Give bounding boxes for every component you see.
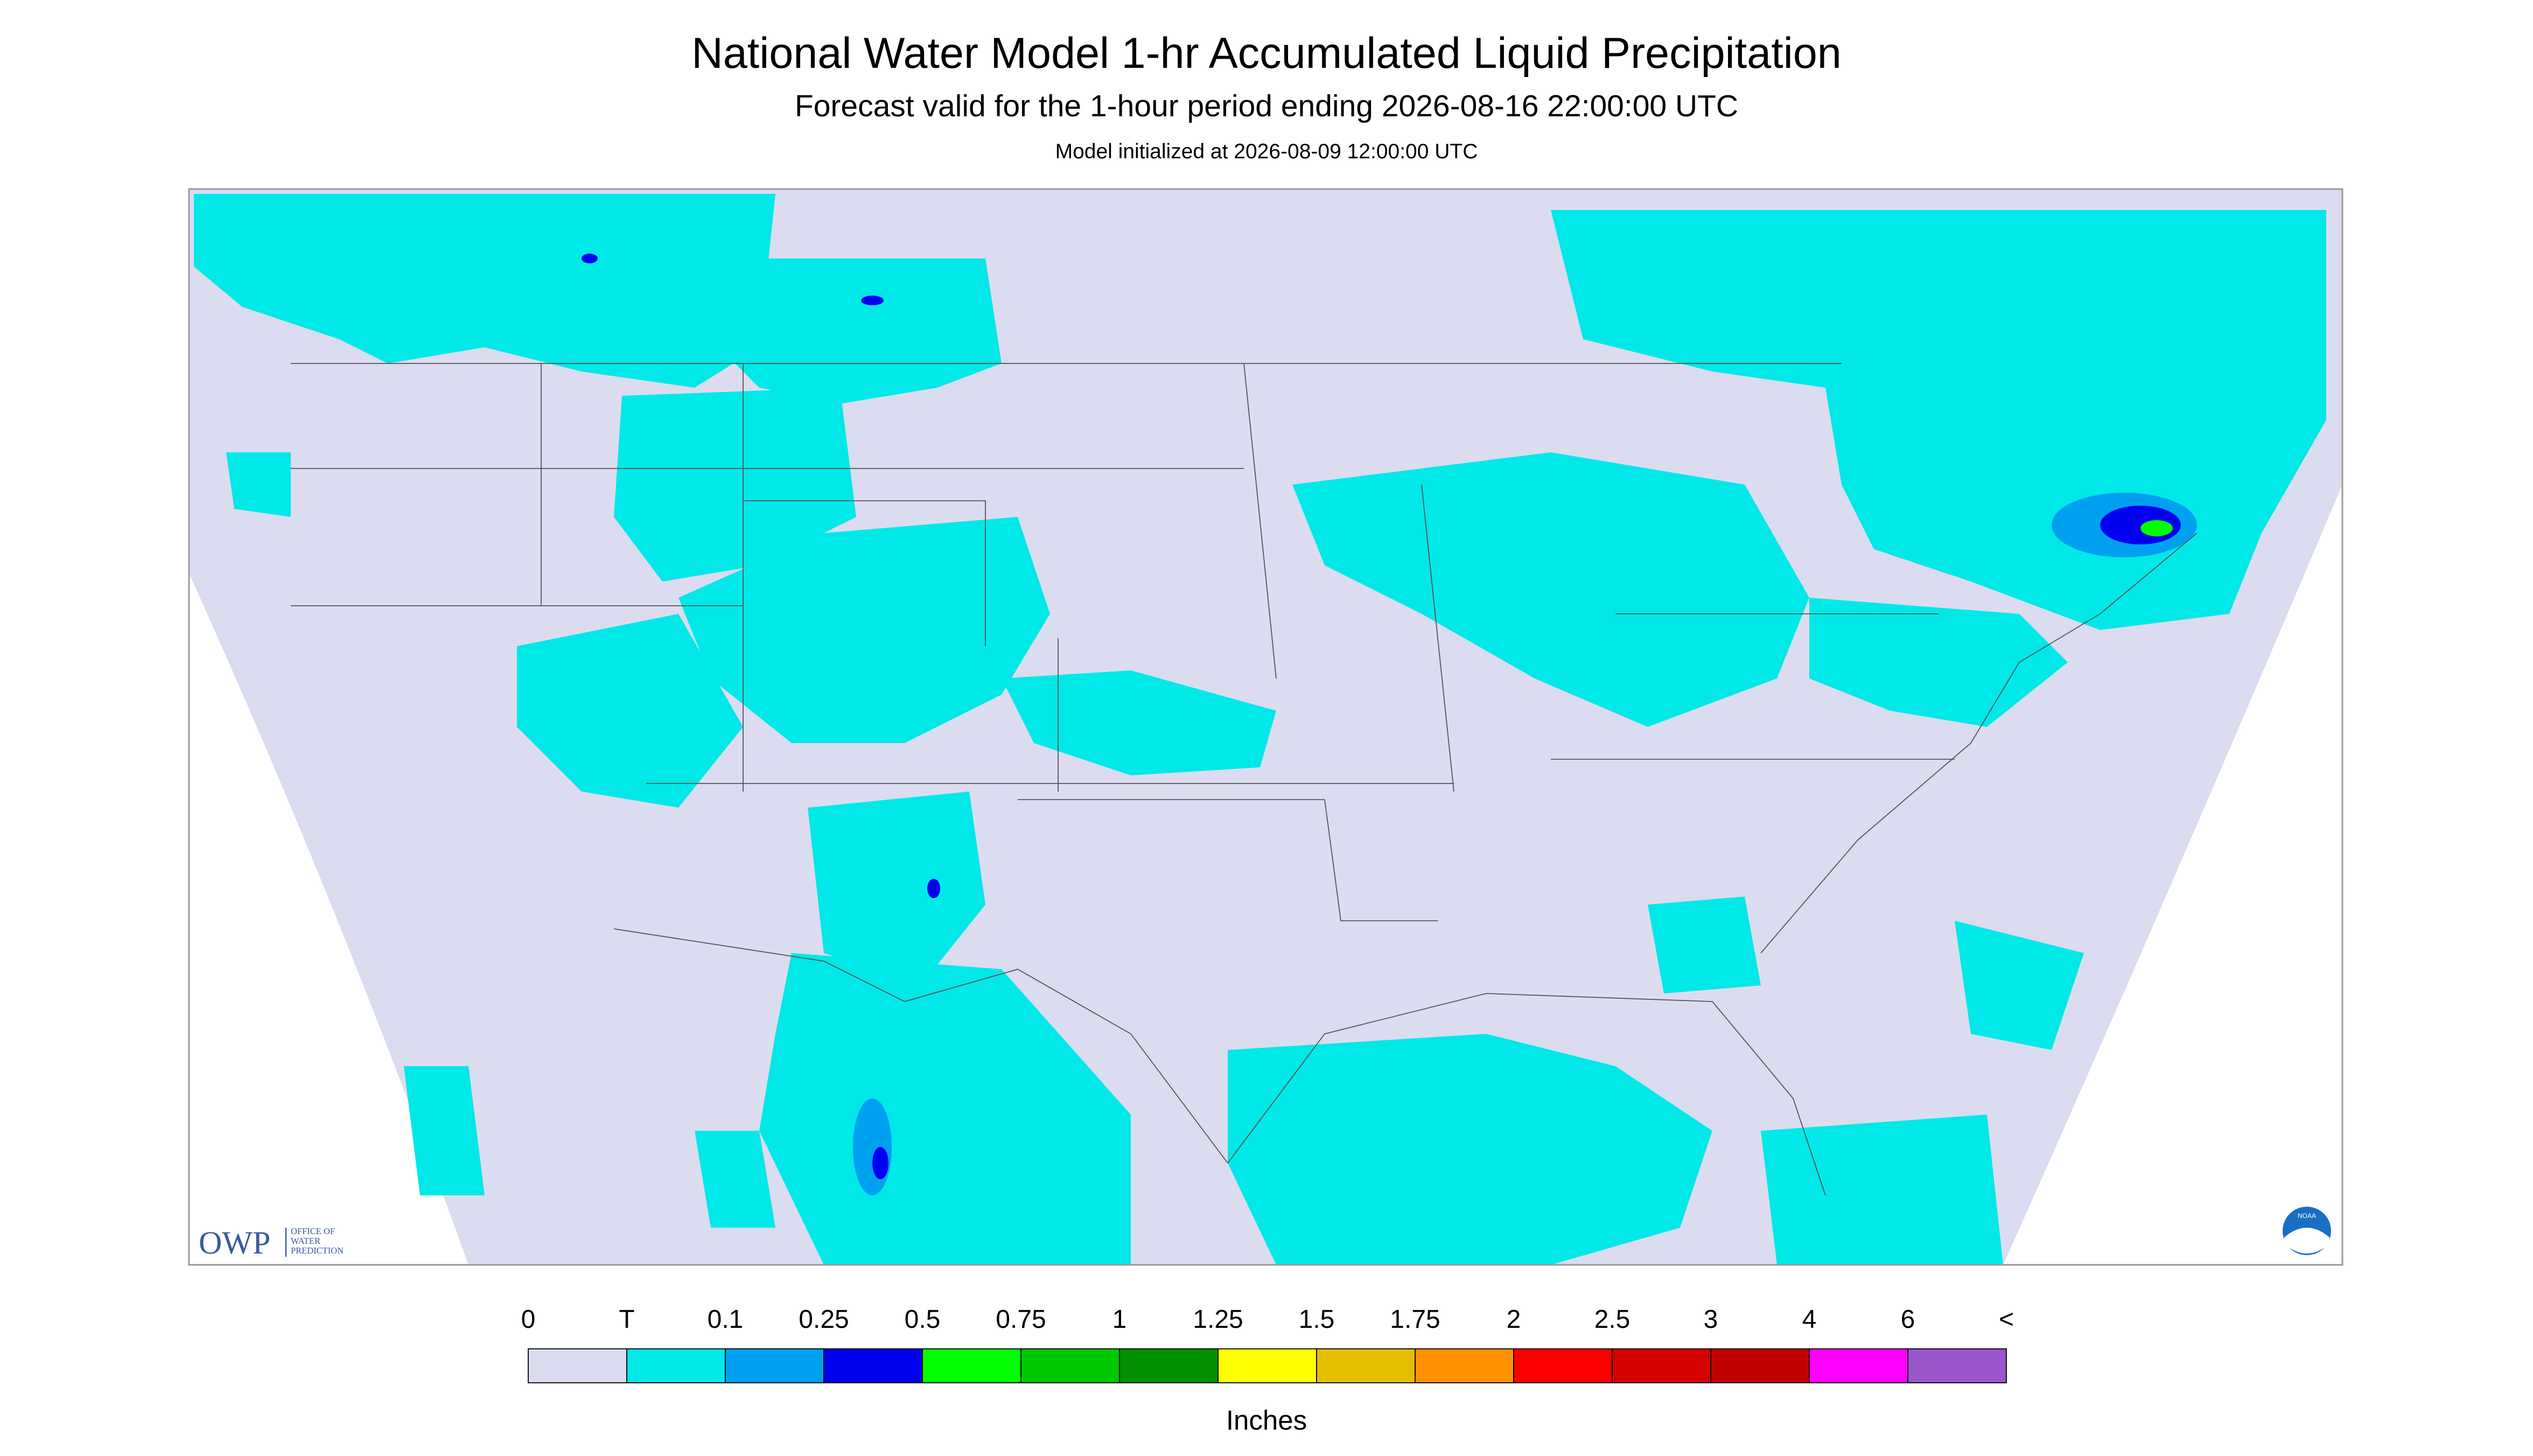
legend-swatch [725,1348,824,1383]
owp-logo: OWP [199,1225,270,1261]
legend-swatch [1316,1348,1416,1383]
legend-label: 6 [1901,1305,1915,1334]
heavier-precip [582,254,2197,1196]
legend-label: 1.5 [1299,1305,1335,1334]
legend-swatch [823,1348,923,1383]
projection-edge-right [2003,485,2342,1265]
owp-text-line: WATER [291,1236,320,1246]
legend-swatch [1415,1348,1514,1383]
projection-edge-left [189,573,468,1265]
legend-label: 2 [1507,1305,1521,1334]
boundaries [291,363,2198,1196]
legend-swatch [1119,1348,1219,1383]
legend-label: 0.5 [905,1305,941,1334]
noaa-text: NOAA [2298,1212,2316,1220]
precip-areas [194,194,2326,1265]
legend-label: 1 [1112,1305,1127,1334]
legend-label: 0.75 [996,1305,1046,1334]
subtitle: Forecast valid for the 1-hour period end… [795,89,1738,123]
legend-swatch [1710,1348,1810,1383]
legend-label: T [619,1305,634,1334]
legend-swatch [1513,1348,1613,1383]
title: National Water Model 1-hr Accumulated Li… [691,29,1842,78]
legend-label: 4 [1802,1305,1817,1334]
init-time: Model initialized at 2026-08-09 12:00:00… [1055,140,1478,163]
legend-swatch [1809,1348,1908,1383]
owp-text-line: OFFICE OF [291,1226,335,1236]
legend-swatch [1020,1348,1120,1383]
legend-swatch [1907,1348,2007,1383]
legend-label: < [1999,1305,2014,1334]
legend-label: 3 [1704,1305,1718,1334]
legend: 0 T 0.1 0.25 0.5 0.75 1 1.25 1.5 1.75 2 2.5 3 4 6 < [521,1305,2014,1383]
legend-label: 2.5 [1594,1305,1631,1334]
legend-label: 0.1 [708,1305,744,1334]
legend-swatch [528,1348,627,1383]
legend-unit: Inches [1226,1405,1307,1436]
legend-swatch [922,1348,1021,1383]
legend-swatch [1217,1348,1317,1383]
legend-label: 1.25 [1193,1305,1243,1334]
legend-label: 1.75 [1390,1305,1440,1334]
legend-label: 0 [521,1305,536,1334]
owp-text-line: PREDICTION [291,1245,344,1256]
legend-swatch [1612,1348,1711,1383]
legend-swatch [626,1348,726,1383]
map-frame [188,188,2343,1266]
legend-label: 0.25 [799,1305,849,1334]
